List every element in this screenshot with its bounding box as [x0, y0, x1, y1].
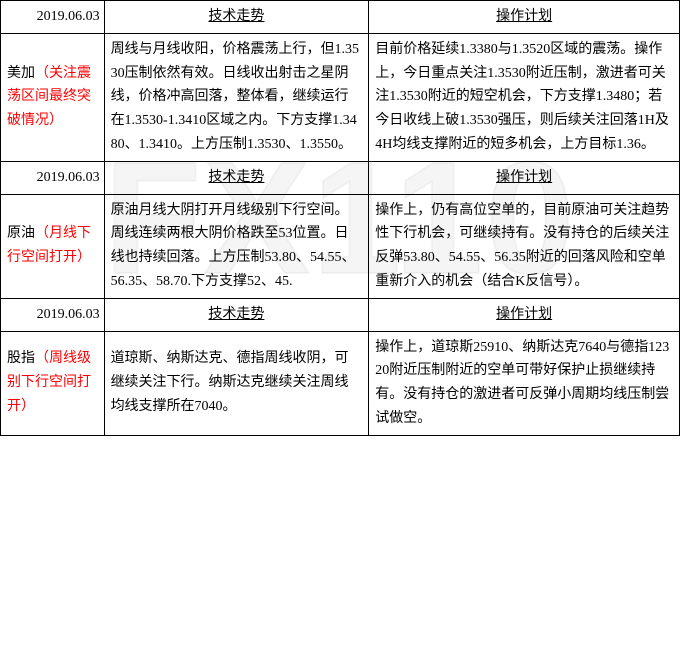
instrument-name: 原油	[7, 226, 35, 241]
plan-text: 操作上，仍有高位空单的，目前原油可关注趋势性下行机会，可继续持有。没有持仓的后续…	[369, 194, 680, 298]
date-cell: 2019.06.03	[1, 1, 105, 34]
trend-text: 道琼斯、纳斯达克、德指周线收阴，可继续关注下行。纳斯达克继续关注周线均线支撑所在…	[104, 331, 369, 435]
date-cell: 2019.06.03	[1, 161, 105, 194]
plan-text: 目前价格延续1.3380与1.3520区域的震荡。操作上，今日重点关注1.353…	[369, 33, 680, 161]
trend-header: 技术走势	[104, 161, 369, 194]
analysis-table: 2019.06.03技术走势操作计划美加（关注震荡区间最终突破情况）周线与月线收…	[0, 0, 680, 436]
instrument-label: 美加（关注震荡区间最终突破情况）	[1, 33, 105, 161]
instrument-name: 美加	[7, 66, 35, 81]
plan-header: 操作计划	[369, 161, 680, 194]
plan-header: 操作计划	[369, 298, 680, 331]
trend-text: 周线与月线收阳，价格震荡上行，但1.3530压制依然有效。日线收出射击之星阴线，…	[104, 33, 369, 161]
date-cell: 2019.06.03	[1, 298, 105, 331]
instrument-name: 股指	[7, 351, 35, 366]
trend-text: 原油月线大阴打开月线级别下行空间。周线连续两根大阴价格跌至53位置。日线也持续回…	[104, 194, 369, 298]
plan-text: 操作上，道琼斯25910、纳斯达克7640与德指12320附近压制附近的空单可带…	[369, 331, 680, 435]
instrument-label: 股指（周线级别下行空间打开）	[1, 331, 105, 435]
plan-header: 操作计划	[369, 1, 680, 34]
trend-header: 技术走势	[104, 298, 369, 331]
trend-header: 技术走势	[104, 1, 369, 34]
instrument-label: 原油（月线下行空间打开）	[1, 194, 105, 298]
